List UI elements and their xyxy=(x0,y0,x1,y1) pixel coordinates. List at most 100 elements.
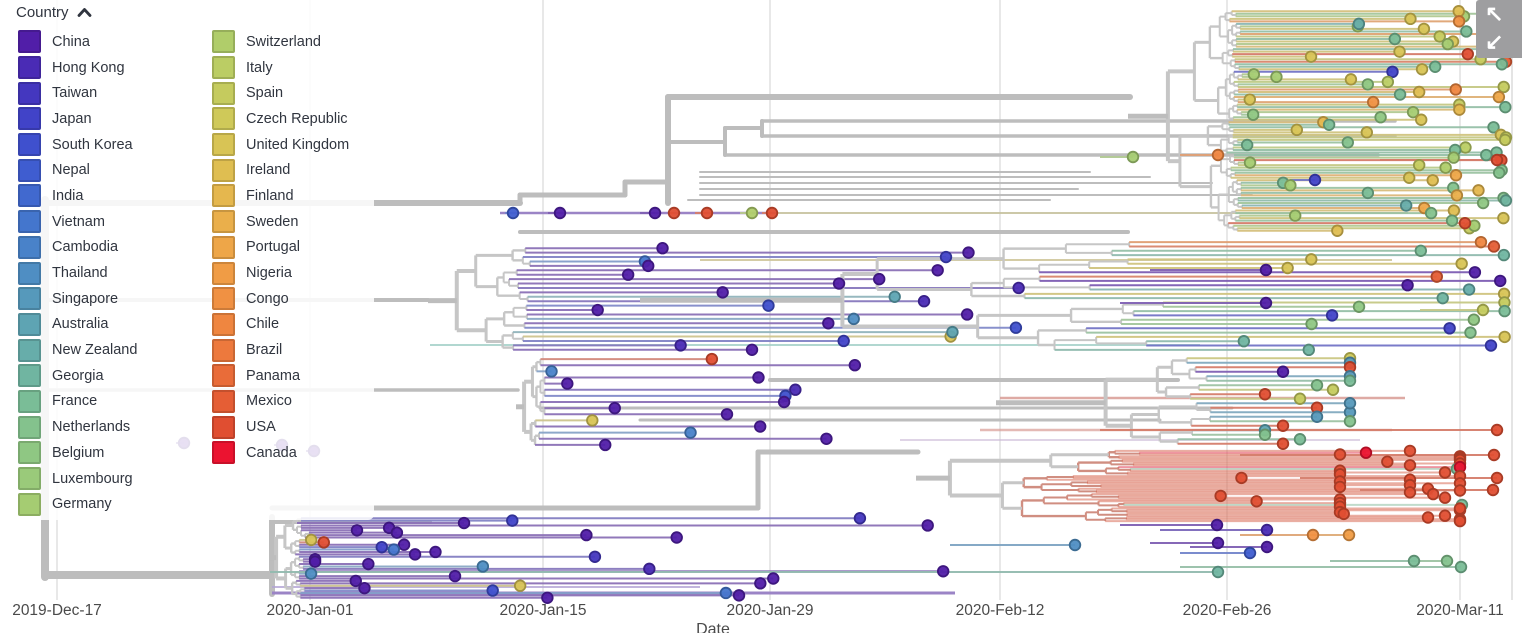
tree-tip[interactable] xyxy=(1341,136,1354,149)
tree-tip[interactable] xyxy=(457,516,471,530)
tree-tip[interactable] xyxy=(1407,554,1421,568)
tree-tip[interactable] xyxy=(1441,37,1454,51)
legend-item-czech-republic[interactable]: Czech Republic xyxy=(212,106,349,132)
tree-tip[interactable] xyxy=(1443,322,1456,335)
tree-tip[interactable] xyxy=(1258,428,1272,441)
tree-tip[interactable] xyxy=(1453,484,1467,497)
tree-tip[interactable] xyxy=(1414,244,1428,257)
legend-item-luxembourg[interactable]: Luxembourg xyxy=(18,466,137,492)
tree-tip[interactable] xyxy=(1406,105,1420,119)
tree-tip[interactable] xyxy=(1325,309,1339,322)
tree-tip[interactable] xyxy=(448,569,462,583)
legend-item-sweden[interactable]: Sweden xyxy=(212,209,349,235)
tree-tip[interactable] xyxy=(720,408,734,421)
tree-tip[interactable] xyxy=(591,303,604,317)
tree-tip[interactable] xyxy=(1430,270,1443,283)
tree-tip[interactable] xyxy=(1447,151,1460,164)
tree-tip[interactable] xyxy=(1415,113,1428,126)
tree-tip[interactable] xyxy=(1258,388,1272,401)
tree-tip[interactable] xyxy=(1439,161,1452,174)
tree-tip[interactable] xyxy=(1250,495,1263,508)
tree-tip[interactable] xyxy=(716,286,729,299)
tree-tip[interactable] xyxy=(643,562,656,576)
tree-tip[interactable] xyxy=(1402,171,1416,184)
tree-tip[interactable] xyxy=(765,206,779,220)
tree-tip[interactable] xyxy=(1472,184,1485,197)
tree-tip[interactable] xyxy=(1374,111,1387,124)
tree-tip[interactable] xyxy=(1126,150,1140,164)
tree-tip[interactable] xyxy=(1293,433,1307,446)
tree-tip[interactable] xyxy=(1403,459,1417,472)
tree-tip[interactable] xyxy=(847,312,860,326)
tree-tip[interactable] xyxy=(375,540,388,554)
tree-tip[interactable] xyxy=(599,438,612,452)
tree-tip[interactable] xyxy=(1424,206,1438,220)
tree-tip[interactable] xyxy=(1428,60,1442,73)
legend-item-portugal[interactable]: Portugal xyxy=(212,235,349,261)
tree-tip[interactable] xyxy=(1211,536,1225,550)
tree-tip[interactable] xyxy=(397,538,411,551)
tree-tip[interactable] xyxy=(752,371,765,384)
legend-item-panama[interactable]: Panama xyxy=(212,363,349,389)
legend-item-finland[interactable]: Finland xyxy=(212,183,349,209)
tree-tip[interactable] xyxy=(1449,169,1463,182)
tree-tip[interactable] xyxy=(1490,423,1504,437)
tree-tip[interactable] xyxy=(667,206,681,220)
tree-tip[interactable] xyxy=(305,533,318,547)
tree-tip[interactable] xyxy=(642,259,655,273)
legend-item-brazil[interactable]: Brazil xyxy=(212,337,349,363)
tree-tip[interactable] xyxy=(1461,47,1474,61)
legend-item-nepal[interactable]: Nepal xyxy=(18,157,137,183)
tree-tip[interactable] xyxy=(1322,118,1336,131)
tree-tip[interactable] xyxy=(1281,261,1294,275)
tree-tip[interactable] xyxy=(1009,321,1023,334)
tree-tip[interactable] xyxy=(1452,5,1465,18)
tree-tip[interactable] xyxy=(837,334,850,348)
tree-tip[interactable] xyxy=(1247,68,1261,81)
tree-tip[interactable] xyxy=(545,365,558,378)
tree-tip[interactable] xyxy=(1403,486,1417,499)
tree-tip[interactable] xyxy=(1243,93,1256,106)
tree-tip[interactable] xyxy=(1293,392,1307,405)
tree-tip[interactable] xyxy=(1476,303,1490,317)
chevron-up-icon[interactable] xyxy=(77,7,92,18)
tree-tip[interactable] xyxy=(719,586,733,600)
legend-item-chile[interactable]: Chile xyxy=(212,312,349,338)
tree-tip[interactable] xyxy=(1453,514,1467,528)
tree-tip[interactable] xyxy=(1487,448,1501,462)
tree-tip[interactable] xyxy=(1343,397,1357,410)
tree-tip[interactable] xyxy=(586,414,599,427)
tree-tip[interactable] xyxy=(1453,103,1466,116)
reset-zoom-button[interactable]: ↖ ↗ ↙ ↘ xyxy=(1476,0,1522,58)
tree-tip[interactable] xyxy=(1404,12,1417,26)
legend-item-china[interactable]: China xyxy=(18,29,137,55)
tree-tip[interactable] xyxy=(1498,133,1512,147)
tree-tip[interactable] xyxy=(1438,466,1452,479)
tree-tip[interactable] xyxy=(588,550,602,563)
tree-tip[interactable] xyxy=(853,512,867,525)
tree-tip[interactable] xyxy=(705,352,719,366)
tree-tip[interactable] xyxy=(1464,326,1477,339)
tree-tip[interactable] xyxy=(1343,415,1357,428)
tree-tip[interactable] xyxy=(1474,235,1488,249)
tree-tip[interactable] xyxy=(1211,565,1225,579)
tree-tip[interactable] xyxy=(429,545,442,559)
tree-tip[interactable] xyxy=(936,565,950,578)
tree-tip[interactable] xyxy=(1260,523,1274,537)
tree-tip[interactable] xyxy=(848,359,862,372)
tree-tip[interactable] xyxy=(648,206,662,220)
tree-tip[interactable] xyxy=(1290,123,1304,137)
tree-tip[interactable] xyxy=(486,584,499,597)
tree-tip[interactable] xyxy=(767,572,780,585)
tree-tip[interactable] xyxy=(917,295,931,308)
tree-tip[interactable] xyxy=(358,581,371,595)
tree-tip[interactable] xyxy=(1305,253,1318,266)
legend-item-spain[interactable]: Spain xyxy=(212,80,349,106)
tree-tip[interactable] xyxy=(1438,491,1452,504)
tree-tip[interactable] xyxy=(1361,78,1374,91)
tree-tip[interactable] xyxy=(506,514,519,527)
tree-tip[interactable] xyxy=(1068,538,1082,552)
legend-item-switzerland[interactable]: Switzerland xyxy=(212,29,349,55)
legend-item-india[interactable]: India xyxy=(18,183,137,209)
tree-tip[interactable] xyxy=(1393,88,1407,101)
